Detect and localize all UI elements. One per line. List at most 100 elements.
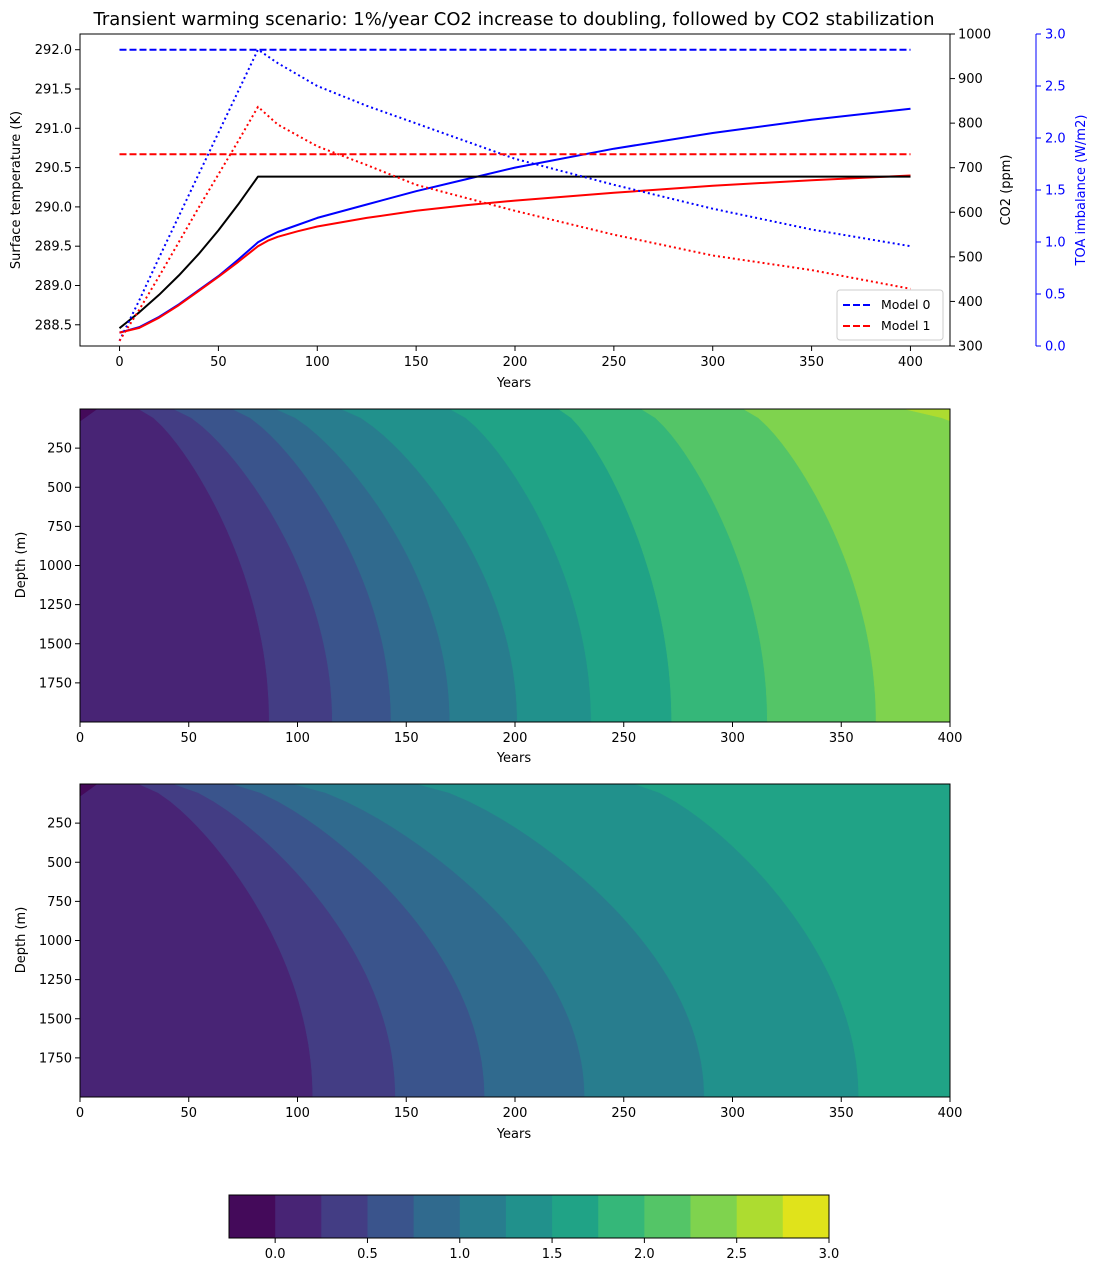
y-axis-label: Depth (m) — [14, 907, 29, 974]
x-axis-label: Years — [496, 376, 532, 391]
x-tick-label: 150 — [404, 355, 429, 370]
contour-band — [634, 784, 950, 1097]
series-clip-group — [118, 48, 911, 342]
toa-tick-label: 0.0 — [1045, 340, 1066, 355]
contour-band — [742, 409, 950, 722]
toa-tick-label: 0.5 — [1045, 288, 1066, 303]
y-tick-label: 250 — [47, 817, 72, 832]
model-1-solid-line — [119, 174, 911, 334]
y-tick-label: 500 — [47, 856, 72, 871]
y-tick-label: 288.5 — [35, 318, 72, 333]
colorbar-swatch — [459, 1195, 507, 1238]
x-tick-label: 150 — [394, 731, 419, 746]
ocean-heatmap-panel-2: 0 50 100 150 200 250 300 350 400 250 500 750 1000 125… — [14, 783, 962, 1142]
co2-axis-label: CO2 (ppm) — [999, 154, 1014, 225]
colorbar-swatch — [690, 1195, 738, 1238]
co2-tick-label: 300 — [958, 340, 983, 355]
y-tick-label: 291.0 — [35, 122, 72, 137]
x-tick-label: 0 — [76, 1106, 84, 1121]
x-tick-label: 150 — [394, 1106, 419, 1121]
colorbar: 0.0 0.5 1.0 1.5 2.0 2.5 3.0 — [228, 1194, 840, 1262]
colorbar-tick-label: 1.0 — [449, 1247, 470, 1262]
colorbar-swatch — [598, 1195, 645, 1238]
x-tick-label: 300 — [720, 731, 745, 746]
x-tick-label: 100 — [285, 1106, 310, 1121]
toa-tick-label: 2.5 — [1045, 80, 1066, 95]
x-tick-label: 200 — [503, 1106, 528, 1121]
x-tick-label: 0 — [115, 355, 123, 370]
contour-band — [80, 409, 98, 422]
y-axis-label: Depth (m) — [14, 532, 29, 599]
heatmap-axes: 0 50 100 150 200 250 300 350 400 250 500 750 1000 125… — [39, 783, 962, 1121]
colorbar-tick-label: 2.5 — [726, 1247, 747, 1262]
toa-imbalance-dotted-line — [118, 105, 911, 342]
legend-model0-label: Model 0 — [881, 297, 931, 312]
line-chart-axes: 0 50 100 150 200 250 300 350 400 288.5 289.0 289.5 2… — [35, 28, 1066, 371]
x-axis-label: Years — [496, 751, 532, 766]
colorbar-swatch — [644, 1195, 692, 1238]
contour-fill-group — [80, 409, 950, 722]
y-tick-label: 1500 — [39, 637, 72, 652]
x-tick-label: 50 — [180, 731, 197, 746]
ocean-heatmap-panel-1: 0 50 100 150 200 250 300 350 400 250 500 750 1000 125… — [14, 408, 963, 766]
toa-tick-label: 1.5 — [1045, 184, 1066, 199]
colorbar-tick-label: 3.0 — [819, 1247, 840, 1262]
co2-tick-label: 1000 — [958, 28, 991, 43]
colorbar-frame — [228, 1194, 830, 1239]
line-chart-panel: 0 50 100 150 200 250 300 350 400 288.5 289.0 289.5 2… — [9, 28, 1089, 392]
colorbar-tick-label: 0.0 — [265, 1247, 286, 1262]
y-tick-label: 1500 — [39, 1012, 72, 1027]
y-tick-label: 250 — [47, 442, 72, 457]
x-tick-label: 250 — [601, 355, 626, 370]
toa-axis-label: TOA imbalance (W/m2) — [1074, 115, 1089, 267]
colorbar-swatch — [552, 1195, 599, 1238]
colorbar-swatch — [736, 1195, 784, 1238]
legend-box — [836, 289, 944, 341]
contour-band — [80, 784, 98, 797]
x-tick-label: 200 — [503, 355, 528, 370]
y-axis-label: Surface temperature (K) — [9, 111, 24, 269]
x-tick-label: 50 — [210, 355, 227, 370]
y-tick-label: 291.5 — [35, 83, 72, 98]
toa-tick-label: 2.0 — [1045, 132, 1066, 147]
x-tick-label: 100 — [285, 731, 310, 746]
contour-clip-group — [80, 784, 950, 1097]
colorbar-tick-label: 1.5 — [542, 1247, 563, 1262]
x-tick-label: 250 — [611, 1106, 636, 1121]
toa-imbalance-dotted-line — [118, 48, 911, 342]
legend-model1-label: Model 1 — [881, 318, 930, 333]
y-tick-label: 1750 — [39, 676, 72, 691]
colorbar-swatch — [782, 1195, 830, 1238]
co2-solid-line — [118, 175, 911, 329]
y-tick-label: 750 — [47, 520, 72, 535]
y-tick-label: 1000 — [39, 934, 72, 949]
line-series-group — [118, 48, 911, 342]
co2-tick-label: 500 — [958, 250, 983, 265]
plot-frame — [79, 33, 951, 347]
colorbar-swatch — [321, 1195, 368, 1238]
x-axis-label: Years — [496, 1127, 532, 1142]
colorbar-swatch — [229, 1195, 276, 1238]
co2-tick-label: 900 — [958, 72, 983, 87]
toa-tick-label: 1.0 — [1045, 236, 1066, 251]
x-tick-label: 0 — [76, 731, 84, 746]
x-tick-label: 400 — [938, 731, 963, 746]
y-tick-label: 290.0 — [35, 200, 72, 215]
legend: Model 0 Model 1 — [836, 289, 944, 341]
contour-band — [904, 409, 950, 422]
x-tick-label: 300 — [700, 355, 725, 370]
x-tick-label: 50 — [180, 1106, 197, 1121]
co2-tick-label: 800 — [958, 117, 983, 132]
contour-clip-group — [80, 409, 950, 722]
x-tick-label: 350 — [829, 1106, 854, 1121]
y-tick-label: 292.0 — [35, 43, 72, 58]
colorbar-tick-label: 0.5 — [357, 1247, 378, 1262]
contour-fill-group — [80, 784, 950, 1097]
x-tick-label: 350 — [829, 731, 854, 746]
colorbar-swatch — [505, 1195, 553, 1238]
y-tick-label: 500 — [47, 481, 72, 496]
x-tick-label: 300 — [720, 1106, 745, 1121]
y-tick-label: 750 — [47, 895, 72, 910]
toa-tick-label: 3.0 — [1045, 28, 1066, 43]
